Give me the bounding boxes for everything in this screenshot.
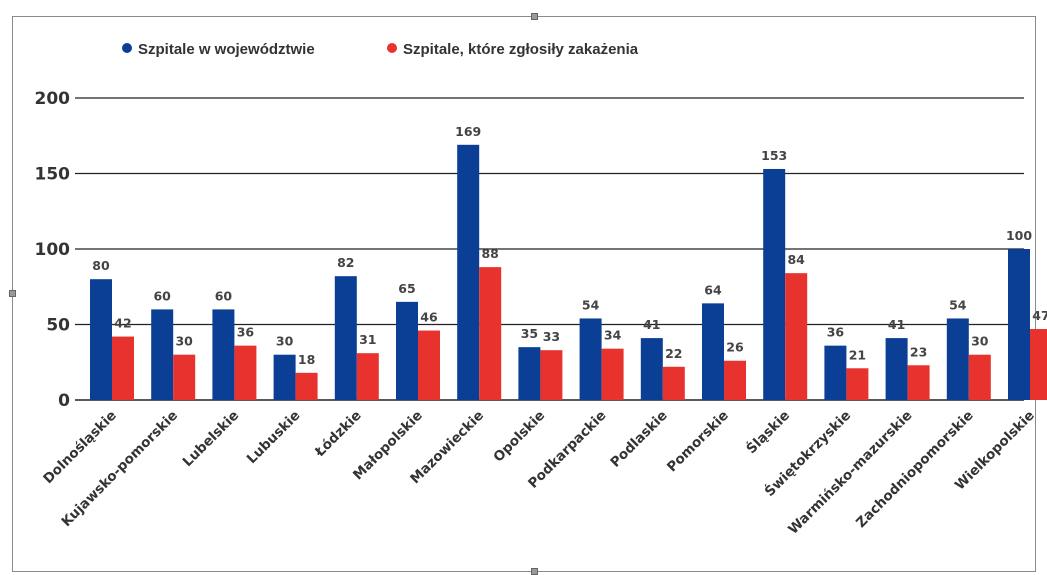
data-label: 100: [1006, 228, 1032, 243]
data-label: 18: [298, 352, 315, 367]
legend: Szpitale w województwie Szpitale, które …: [122, 41, 639, 58]
bar-series-2: [1030, 329, 1047, 400]
bar-series-2: [785, 273, 808, 400]
data-label: 31: [359, 332, 376, 347]
data-label: 30: [276, 334, 294, 349]
bar-series-1: [702, 303, 724, 400]
x-tick-label: Opolskie: [490, 408, 548, 466]
bar-series-1: [640, 338, 663, 400]
data-label: 80: [92, 258, 110, 273]
legend-label-series-1: Szpitale w województwie: [138, 41, 315, 58]
data-label: 34: [604, 328, 622, 343]
x-tick-label: Śląskie: [742, 406, 793, 457]
bar-series-2: [173, 354, 196, 400]
data-labels: 80 42 60 30 60 36 30 18 82 31 65 46 169 88 35 33 54 34 41 2…: [92, 124, 1047, 367]
data-label: 65: [398, 281, 415, 296]
resize-handle-top[interactable]: [531, 13, 538, 20]
bar-series-2: [295, 372, 318, 400]
bar-series-2: [846, 368, 869, 400]
data-label: 33: [543, 329, 560, 344]
bar-series-2: [601, 348, 624, 400]
bar-series-1: [151, 309, 174, 400]
bar-series-1: [763, 168, 786, 400]
bar-series-1: [518, 347, 541, 400]
bars: [90, 144, 1047, 400]
x-tick-label: Pomorskie: [664, 408, 732, 476]
legend-marker-series-2: [387, 43, 397, 53]
bar-series-1: [946, 318, 969, 400]
bar-series-2: [234, 345, 257, 400]
bar-series-1: [579, 318, 602, 400]
bar-series-1: [90, 279, 112, 400]
data-label: 60: [215, 288, 233, 303]
legend-marker-series-1: [122, 43, 132, 53]
data-label: 35: [521, 326, 538, 341]
legend-label-series-2: Szpitale, które zgłosiły zakażenia: [403, 41, 639, 58]
data-label: 84: [787, 252, 805, 267]
y-tick-label: 200: [35, 89, 71, 109]
bar-series-1: [212, 309, 235, 400]
bar-series-2: [112, 336, 134, 400]
x-tick-label: Podlaskie: [607, 408, 670, 471]
y-tick-label: 0: [58, 391, 70, 411]
x-tick-label: Zachodniopomorskie: [853, 408, 977, 532]
data-label: 36: [237, 325, 255, 340]
data-label: 153: [761, 148, 787, 163]
data-label: 30: [971, 334, 989, 349]
bar-series-1: [273, 354, 296, 400]
x-tick-label: Łódzkie: [311, 408, 364, 461]
data-label: 23: [910, 344, 927, 359]
bar-series-2: [907, 365, 930, 400]
y-axis-ticks: 0 50 100 150 200: [35, 89, 71, 411]
data-label: 88: [481, 246, 498, 261]
data-label: 54: [582, 297, 600, 312]
data-label: 169: [455, 124, 481, 139]
data-label: 26: [726, 340, 744, 355]
x-tick-label: Lubuskie: [244, 408, 304, 468]
bar-series-1: [1008, 249, 1030, 400]
bar-series-2: [418, 330, 440, 400]
data-label: 64: [704, 282, 722, 297]
bar-series-2: [724, 360, 746, 400]
x-tick-label: Warmińsko-mazurskie: [785, 408, 915, 538]
chart-frame: [12, 16, 1036, 572]
data-label: 21: [849, 347, 866, 362]
data-label: 60: [153, 288, 171, 303]
bar-series-1: [396, 301, 418, 400]
y-tick-label: 50: [46, 316, 70, 336]
data-label: 41: [888, 317, 905, 332]
data-label: 22: [665, 346, 682, 361]
resize-handle-left[interactable]: [9, 290, 16, 297]
bar-series-2: [968, 354, 991, 400]
bar-series-2: [356, 353, 379, 400]
data-label: 41: [643, 317, 660, 332]
data-label: 54: [949, 297, 967, 312]
bar-series-2: [540, 350, 563, 400]
bar-series-1: [824, 345, 847, 400]
data-label: 46: [420, 310, 438, 325]
data-label: 42: [114, 316, 131, 331]
data-label: 30: [175, 334, 193, 349]
data-label: 36: [827, 325, 845, 340]
y-tick-label: 150: [35, 165, 71, 185]
bar-series-1: [334, 276, 357, 400]
bar-series-2: [662, 366, 685, 400]
data-label: 82: [337, 255, 354, 270]
data-label: 47: [1032, 308, 1047, 323]
x-tick-label: Lubelskie: [180, 408, 243, 471]
bar-series-1: [457, 144, 480, 400]
x-tick-label: Kujawsko-pomorskie: [58, 408, 181, 531]
y-tick-label: 100: [35, 240, 71, 260]
bar-series-2: [479, 267, 502, 400]
bar-series-1: [885, 338, 908, 400]
